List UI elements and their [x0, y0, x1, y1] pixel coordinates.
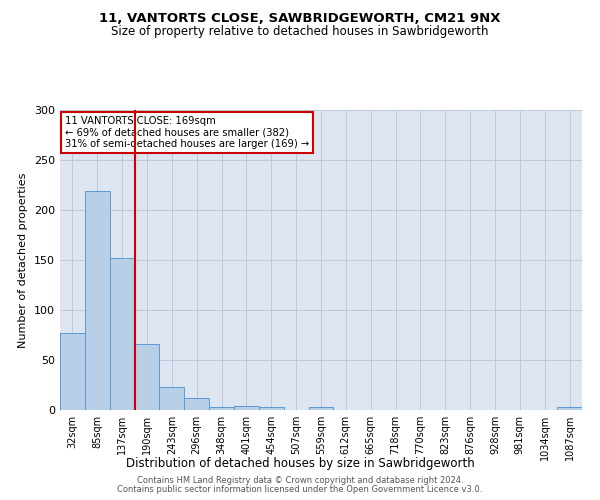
- Text: 11 VANTORTS CLOSE: 169sqm
← 69% of detached houses are smaller (382)
31% of semi: 11 VANTORTS CLOSE: 169sqm ← 69% of detac…: [65, 116, 310, 149]
- Text: 11, VANTORTS CLOSE, SAWBRIDGEWORTH, CM21 9NX: 11, VANTORTS CLOSE, SAWBRIDGEWORTH, CM21…: [99, 12, 501, 26]
- Bar: [209, 407, 234, 410]
- Text: Size of property relative to detached houses in Sawbridgeworth: Size of property relative to detached ho…: [111, 25, 489, 38]
- Bar: [134, 344, 160, 410]
- Bar: [110, 258, 134, 410]
- Text: Contains public sector information licensed under the Open Government Licence v3: Contains public sector information licen…: [118, 485, 482, 494]
- Y-axis label: Number of detached properties: Number of detached properties: [19, 172, 28, 348]
- Text: Distribution of detached houses by size in Sawbridgeworth: Distribution of detached houses by size …: [125, 458, 475, 470]
- Bar: [308, 407, 334, 410]
- Bar: [60, 333, 85, 410]
- Text: Contains HM Land Registry data © Crown copyright and database right 2024.: Contains HM Land Registry data © Crown c…: [137, 476, 463, 485]
- Bar: [557, 407, 582, 410]
- Bar: [85, 191, 110, 410]
- Bar: [184, 398, 209, 410]
- Bar: [160, 387, 184, 410]
- Bar: [259, 407, 284, 410]
- Bar: [234, 406, 259, 410]
